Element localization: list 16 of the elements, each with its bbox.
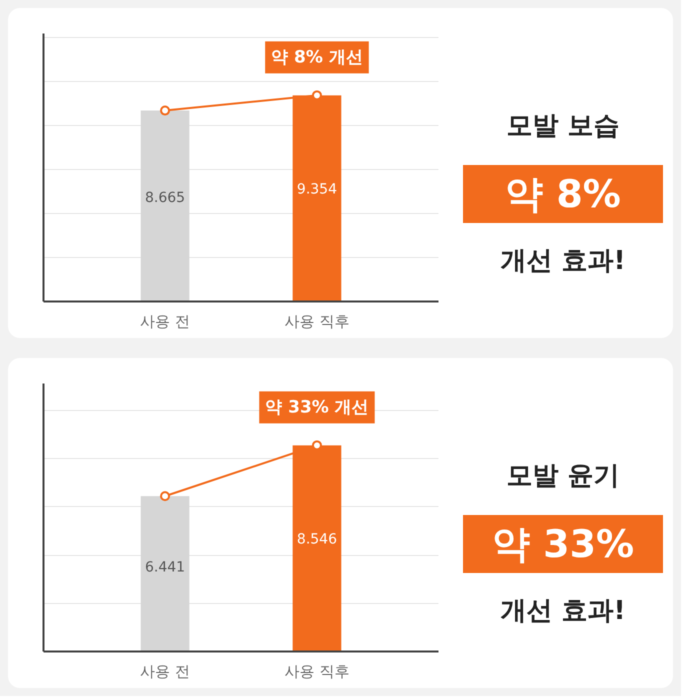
text: 개선 효과! [500,245,626,278]
data-label: 9.354 [296,182,338,198]
x-tick-label: 사용 직후 [284,312,350,330]
text: 약 33% [492,521,634,568]
annotation: 약 8% 개선 [271,47,363,68]
x-tick-label: 사용 전 [140,312,190,330]
text: 약 8% [505,171,621,218]
text: 모발 보습 [506,110,620,143]
data-label: 8.546 [296,532,338,548]
x-tick-label: 사용 전 [140,662,190,680]
text: 모발 윤기 [506,460,620,493]
annotation: 약 33% 개선 [265,397,369,418]
x-tick-label: 사용 직후 [284,662,350,680]
data-label: 6.441 [145,560,186,576]
data-label: 8.665 [145,190,186,206]
text: 개선 효과! [500,595,626,628]
